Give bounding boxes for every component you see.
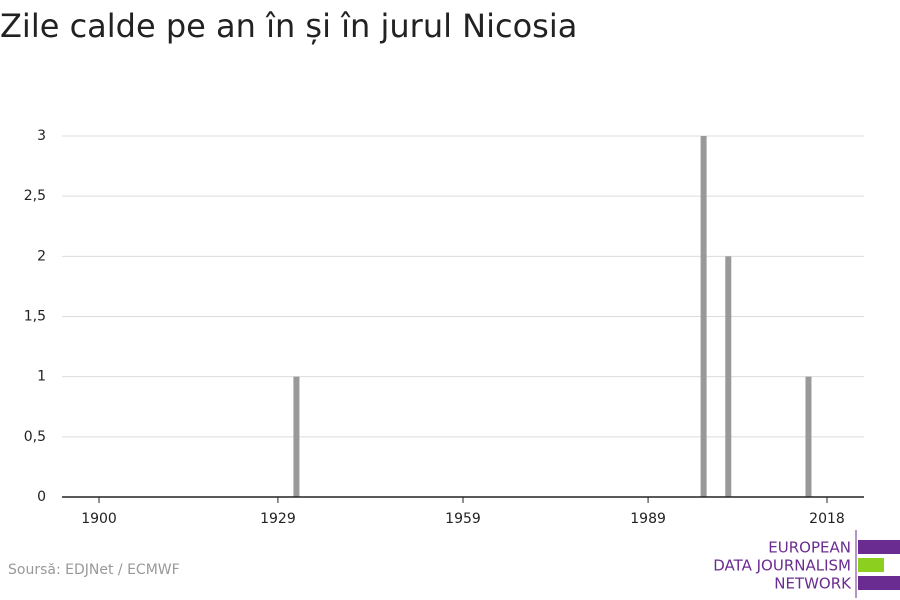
logo-bar [858,540,900,554]
x-tick-label: 1900 [81,511,117,527]
x-tick-label: 2018 [809,511,845,527]
x-tick-label: 1959 [445,511,481,527]
x-tick-label: 1929 [260,511,296,527]
logo-bar [858,576,900,590]
bar [293,376,300,497]
source: Soursă: EDJNet / ECMWF [8,562,180,578]
y-tick-label: 0 [37,489,46,505]
bar [725,256,732,497]
y-tick-label: 1 [37,369,46,385]
y-tick-label: 2 [37,248,46,264]
logo: EUROPEAN DATA JOURNALISM NETWORK [713,530,900,598]
x-tick-label: 1989 [630,511,666,527]
logo-text: DATA JOURNALISM [713,557,851,575]
logo-text: EUROPEAN [768,539,851,557]
y-tick-label: 2,5 [24,188,46,204]
logo-text: NETWORK [774,575,852,593]
y-tick-label: 1,5 [24,309,46,325]
y-tick-label: 0,5 [24,429,46,445]
bar [805,376,812,497]
chart-title: Zile calde pe an în și în jurul Nicosia [0,7,577,45]
bar [700,136,707,497]
logo-bar [858,558,884,572]
y-tick-label: 3 [37,128,46,144]
